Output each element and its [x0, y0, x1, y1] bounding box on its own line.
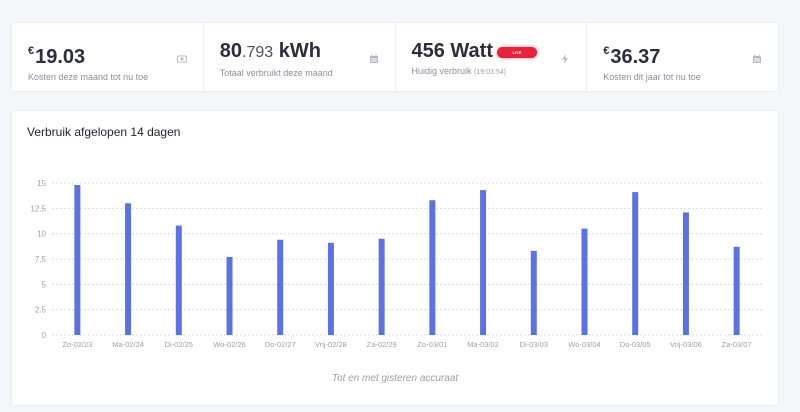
bar: [74, 185, 81, 335]
money-icon: [176, 55, 187, 63]
stat-unit: kWh: [273, 40, 321, 62]
x-tick-label: Di-03/03: [520, 340, 548, 349]
bar: [378, 238, 385, 335]
bar: [530, 250, 537, 335]
stat-value: 80.793 kWh: [220, 39, 395, 65]
stat-label: Kosten dit jaar tot nu toe: [603, 72, 701, 82]
bar: [682, 212, 689, 335]
stat-timestamp: (19:03:54): [474, 69, 506, 76]
calendar-icon: [753, 54, 761, 63]
stat-current-usage: 456 Watt LIVE Huidig verbruik (19:03:54): [396, 23, 588, 91]
y-tick-label: 5: [42, 280, 47, 289]
bar: [480, 190, 487, 335]
bar: [733, 246, 740, 335]
chart-card: Verbruik afgelopen 14 dagen 0 2.5 5 7.5 10 12…: [11, 110, 779, 406]
x-tick-label: Zo-02/23: [62, 340, 92, 349]
stat-value: €19.03: [28, 39, 203, 69]
stat-value-main: 456 Watt: [411, 40, 494, 62]
x-tick-label: Ma-03/02: [467, 340, 499, 349]
bar: [632, 192, 639, 335]
stat-cost-year: €36.37 Kosten dit jaar tot nu toe: [587, 23, 778, 91]
y-tick-label: 2.5: [35, 306, 47, 315]
stat-value-main: 19.03: [35, 46, 86, 68]
stat-value-main: 80: [219, 40, 242, 62]
x-tick-label: Ma-02/24: [112, 340, 144, 349]
x-tick-label: Wo-02/26: [213, 340, 245, 349]
bar: [125, 203, 132, 335]
chart-footnote: Tot en met gisteren accuraat: [331, 373, 459, 384]
live-badge-label: LIVE: [512, 50, 522, 55]
x-tick-label: Vrij-03/06: [670, 340, 702, 349]
x-tick-label: Do-02/27: [265, 340, 296, 349]
y-tick-label: 7.5: [35, 255, 47, 264]
stat-kwh-month: 80.793 kWh Totaal verbruikt deze maand: [204, 23, 396, 91]
bar: [581, 228, 588, 335]
x-tick-label: Di-02/25: [165, 340, 193, 349]
stat-value: 456 Watt LIVE: [412, 39, 587, 63]
bar: [327, 242, 334, 335]
y-tick-label: 0: [42, 331, 47, 340]
calendar-icon: [369, 54, 378, 63]
stat-label: Totaal verbruikt deze maand: [219, 68, 333, 78]
x-tick-label: Zo-03/01: [417, 340, 447, 349]
x-tick-label: Za-02/29: [367, 340, 397, 349]
stat-label: Kosten deze maand tot nu toe: [28, 72, 149, 82]
y-tick-label: 15: [37, 179, 46, 188]
stat-label-text: Huidig verbruik: [411, 66, 472, 76]
currency-symbol: €: [603, 45, 610, 57]
bar: [429, 200, 436, 335]
x-tick-label: Do-03/05: [620, 340, 651, 349]
y-tick-label: 10: [37, 230, 46, 239]
bolt-icon: [562, 54, 569, 64]
currency-symbol: €: [28, 45, 35, 57]
live-badge: LIVE: [497, 47, 538, 58]
usage-bar-chart: 0 2.5 5 7.5 10 12.5 15 Zo-02/23 Ma-02/24 Di-02/25…: [30, 179, 762, 349]
y-tick-label: 12.5: [30, 204, 46, 213]
stat-value: €36.37: [603, 39, 778, 69]
stat-value-fraction: .793: [242, 44, 274, 61]
stats-row: €19.03 Kosten deze maand tot nu toe 80.7…: [11, 22, 779, 92]
stat-label: Huidig verbruik (19:03:54): [412, 66, 587, 76]
bar: [277, 239, 284, 335]
stat-cost-month: €19.03 Kosten deze maand tot nu toe: [12, 23, 204, 91]
x-tick-label: Wo-03/04: [568, 340, 600, 349]
chart-title: Verbruik afgelopen 14 dagen: [27, 125, 181, 139]
stat-value-main: 36.37: [610, 46, 661, 68]
x-tick-label: Za-03/07: [722, 340, 752, 349]
bar: [175, 225, 182, 335]
x-tick-label: Vrij-02/28: [315, 340, 347, 349]
bar: [226, 256, 233, 335]
